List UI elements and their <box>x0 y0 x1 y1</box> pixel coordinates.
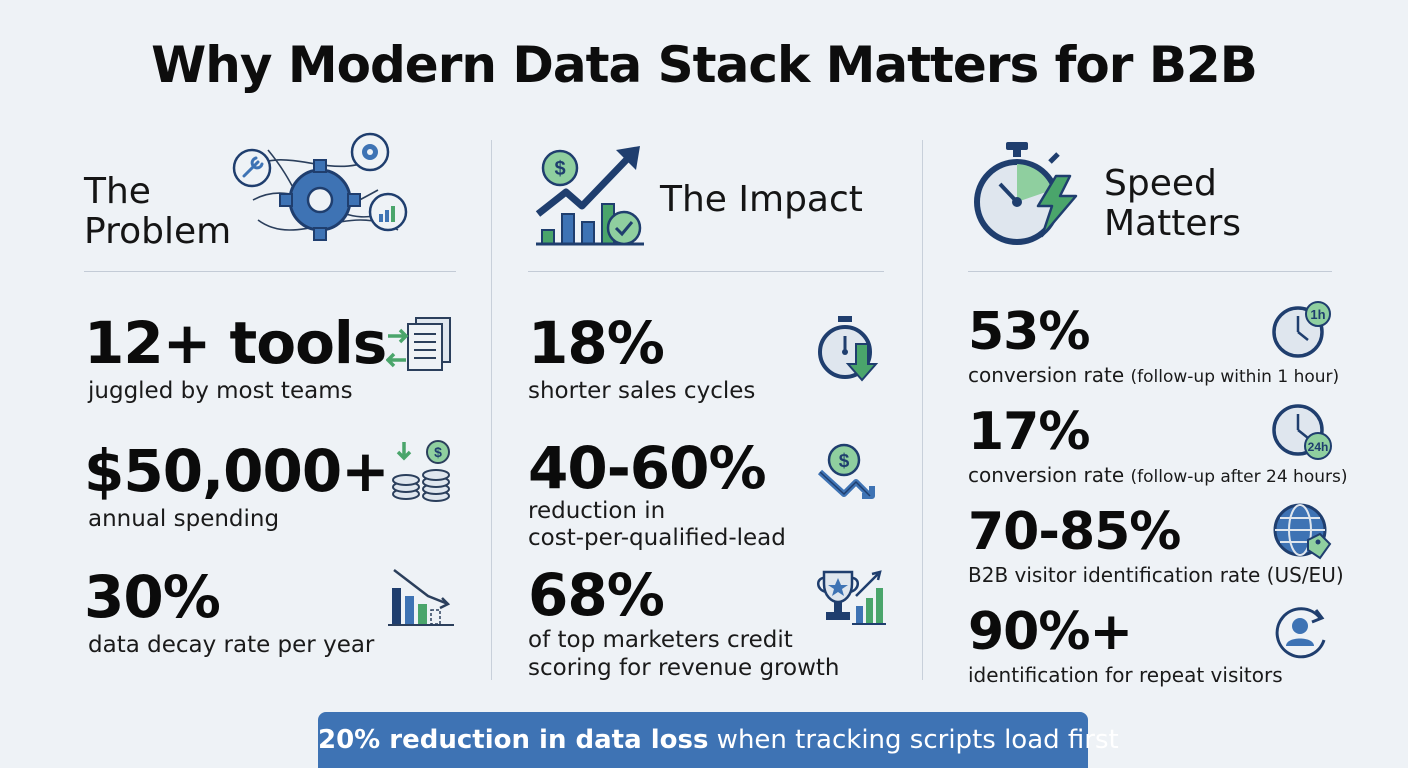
stat-label-line1: of top marketers credit <box>528 627 793 653</box>
stat-label: conversion rate (follow-up after 24 hour… <box>968 462 1347 490</box>
label-main: conversion rate <box>968 463 1125 487</box>
stat-identification-rate: 70-85% B2B visitor identification rate (… <box>968 502 1344 588</box>
page-title: Why Modern Data Stack Matters for B2B <box>151 36 1258 94</box>
stat-label: shorter sales cycles <box>528 378 756 404</box>
stat-label: annual spending <box>88 506 280 532</box>
speed-title-line2: Matters <box>1104 203 1242 244</box>
stat-value: 40-60% <box>528 434 767 502</box>
stat-label: data decay rate per year <box>88 632 375 658</box>
tangled-gear-network-icon <box>228 130 418 258</box>
stat-tools: 12+ tools juggled by most teams <box>84 309 387 406</box>
trophy-bar-chart-icon <box>816 566 886 628</box>
clock-24h-icon: 24h <box>1272 402 1334 464</box>
clock-1h-icon: 1h <box>1272 300 1334 362</box>
declining-bar-chart-icon <box>388 566 456 628</box>
coin-stack-icon: $ <box>392 438 454 504</box>
column-divider <box>491 140 492 680</box>
column-divider <box>922 140 923 680</box>
stat-label: identification for repeat visitors <box>968 663 1283 687</box>
stat-value: $50,000+ <box>84 437 390 505</box>
speed-title: Speed Matters <box>1104 164 1241 244</box>
stat-value: 68% <box>528 561 665 629</box>
stat-value: 70-85% <box>968 502 1181 562</box>
impact-title: The Impact <box>660 179 863 220</box>
stat-value: 17% <box>968 402 1090 462</box>
stat-top-marketers: 68% of top marketers credit scoring for … <box>528 564 839 682</box>
document-transfer-icon <box>386 314 456 380</box>
stopwatch-down-arrow-icon <box>816 314 882 384</box>
stat-value: 90%+ <box>968 602 1133 662</box>
svg-text:$: $ <box>839 451 850 472</box>
stat-decay: 30% data decay rate per year <box>84 564 374 660</box>
stat-value: 53% <box>968 302 1090 362</box>
globe-tag-icon <box>1272 502 1332 562</box>
label-main: conversion rate <box>968 363 1125 387</box>
label-note: (follow-up after 24 hours) <box>1130 467 1348 487</box>
header-rule <box>528 271 884 272</box>
impact-header: $ The Impact <box>528 130 884 270</box>
stat-label: conversion rate (follow-up within 1 hour… <box>968 362 1339 390</box>
bottom-banner: 20% reduction in data loss when tracking… <box>318 712 1119 768</box>
stat-spending: $50,000+ annual spending <box>84 437 390 534</box>
stopwatch-lightning-icon <box>972 140 1084 250</box>
header-rule <box>84 271 456 272</box>
badge-text: 24h <box>1308 440 1329 454</box>
banner-bold-text: 20% reduction in data loss <box>318 725 709 755</box>
badge-text: 1h <box>1310 307 1325 322</box>
stat-label: juggled by most teams <box>88 378 353 404</box>
stat-value: 12+ tools <box>84 309 387 377</box>
stat-label: B2B visitor identification rate (US/EU) <box>968 563 1344 587</box>
problem-title-line1: The <box>84 171 151 212</box>
problem-title: The Problem <box>84 172 231 252</box>
stat-cost-per-lead: 40-60% reduction in cost-per-qualified-l… <box>528 438 786 552</box>
stat-value: 30% <box>84 563 221 631</box>
banner-text: when tracking scripts load first <box>708 725 1119 755</box>
stat-sales-cycles: 18% shorter sales cycles <box>528 310 755 406</box>
stat-label-line2: cost-per-qualified-lead <box>528 525 786 551</box>
dollar-down-arrow-icon: $ <box>818 442 884 504</box>
problem-title-line2: Problem <box>84 211 232 252</box>
label-note: (follow-up within 1 hour) <box>1130 367 1340 387</box>
svg-text:$: $ <box>554 158 565 180</box>
repeat-user-icon <box>1272 604 1332 662</box>
stat-value: 18% <box>528 309 665 377</box>
growth-chart-dollar-icon: $ <box>532 142 648 250</box>
stat-label-line1: reduction in <box>528 498 666 524</box>
speed-title-line1: Speed <box>1104 163 1217 204</box>
stat-label-line2: scoring for revenue growth <box>528 655 840 681</box>
stat-1h-conversion: 53% conversion rate (follow-up within 1 … <box>968 302 1339 390</box>
header-rule <box>968 271 1332 272</box>
stat-repeat-visitors: 90%+ identification for repeat visitors <box>968 602 1283 688</box>
stat-24h-conversion: 17% conversion rate (follow-up after 24 … <box>968 402 1347 490</box>
svg-text:$: $ <box>434 444 442 460</box>
problem-header: The Problem <box>84 130 456 270</box>
speed-header: Speed Matters <box>968 130 1332 270</box>
